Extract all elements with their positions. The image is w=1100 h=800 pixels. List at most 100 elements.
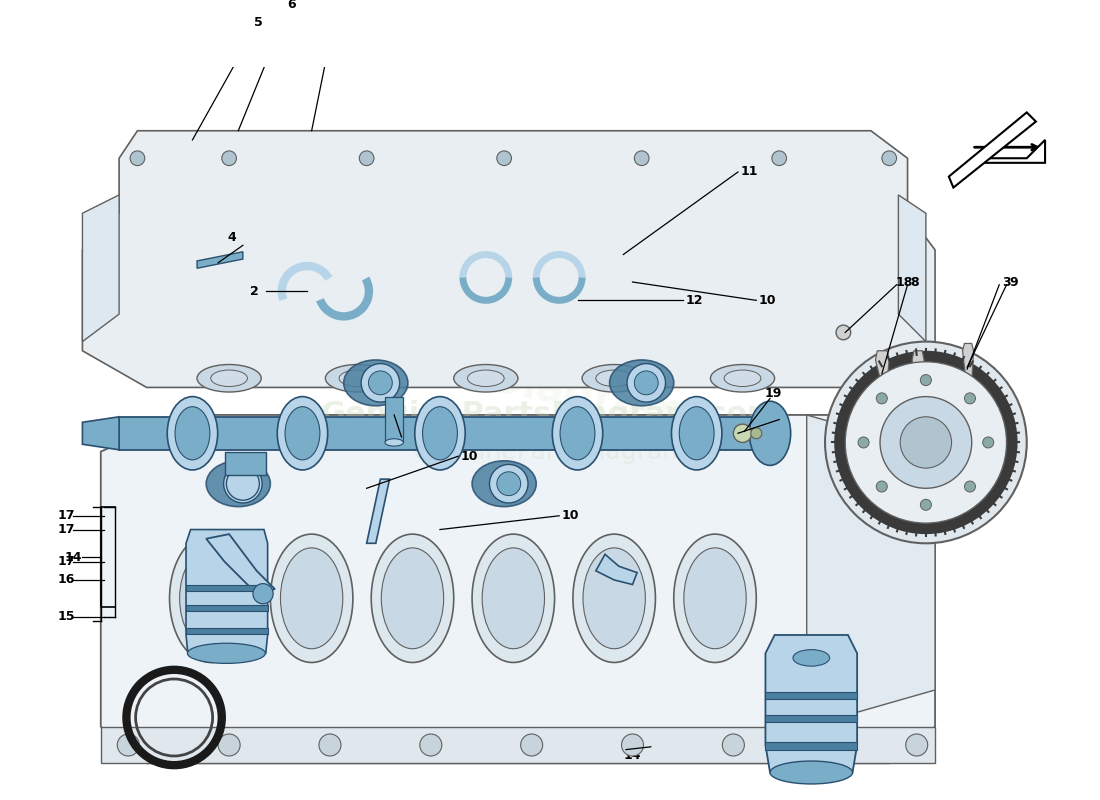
Circle shape: [877, 393, 888, 404]
Text: 3: 3: [1002, 275, 1011, 289]
Ellipse shape: [684, 548, 746, 649]
Ellipse shape: [490, 465, 528, 503]
Polygon shape: [224, 452, 266, 474]
Polygon shape: [806, 415, 935, 726]
Ellipse shape: [711, 365, 774, 392]
Polygon shape: [962, 343, 974, 383]
Text: 19: 19: [764, 387, 781, 400]
Ellipse shape: [285, 406, 320, 460]
Circle shape: [497, 151, 512, 166]
Ellipse shape: [368, 371, 393, 394]
Ellipse shape: [339, 370, 376, 386]
Circle shape: [723, 734, 745, 756]
Ellipse shape: [552, 397, 603, 470]
Text: 5: 5: [254, 16, 263, 29]
Ellipse shape: [415, 397, 465, 470]
Text: 7: 7: [337, 0, 345, 2]
Circle shape: [965, 481, 976, 492]
Text: 17: 17: [57, 523, 75, 536]
Ellipse shape: [179, 548, 242, 649]
Polygon shape: [197, 252, 243, 268]
Polygon shape: [596, 554, 637, 585]
Text: 17: 17: [57, 510, 75, 522]
Text: 14: 14: [65, 550, 82, 563]
Polygon shape: [186, 628, 267, 634]
Text: 14: 14: [624, 750, 641, 762]
Text: 10: 10: [561, 510, 579, 522]
Circle shape: [218, 734, 240, 756]
Circle shape: [982, 437, 993, 448]
Ellipse shape: [724, 370, 761, 386]
Ellipse shape: [497, 472, 520, 496]
Polygon shape: [385, 397, 404, 442]
Ellipse shape: [560, 406, 595, 460]
Circle shape: [751, 428, 762, 438]
Polygon shape: [186, 585, 267, 591]
Ellipse shape: [371, 534, 453, 662]
Ellipse shape: [206, 461, 271, 506]
Ellipse shape: [169, 534, 252, 662]
Ellipse shape: [253, 584, 273, 604]
Ellipse shape: [472, 461, 536, 506]
Circle shape: [905, 734, 927, 756]
Ellipse shape: [793, 650, 829, 666]
Polygon shape: [119, 417, 761, 450]
Polygon shape: [899, 195, 926, 342]
Text: 2: 2: [251, 285, 260, 298]
Ellipse shape: [770, 761, 853, 784]
Ellipse shape: [167, 397, 218, 470]
Circle shape: [222, 151, 236, 166]
Ellipse shape: [468, 370, 504, 386]
Circle shape: [734, 424, 751, 442]
Polygon shape: [101, 415, 935, 763]
Ellipse shape: [573, 534, 656, 662]
Ellipse shape: [472, 534, 554, 662]
Circle shape: [825, 342, 1026, 543]
Circle shape: [880, 397, 971, 488]
Circle shape: [877, 481, 888, 492]
Ellipse shape: [231, 472, 255, 496]
Text: 16: 16: [57, 574, 75, 586]
Text: 12: 12: [685, 294, 703, 307]
Text: GenuinePartsDiagram: GenuinePartsDiagram: [412, 440, 688, 464]
Ellipse shape: [277, 397, 328, 470]
Text: 11: 11: [740, 166, 758, 178]
Text: GenuinePartsDiagram: GenuinePartsDiagram: [174, 304, 689, 434]
Polygon shape: [82, 417, 119, 450]
Ellipse shape: [482, 548, 544, 649]
Polygon shape: [186, 605, 267, 611]
Polygon shape: [971, 140, 1045, 163]
Ellipse shape: [271, 534, 353, 662]
Circle shape: [118, 734, 140, 756]
Ellipse shape: [223, 465, 262, 503]
Text: 17: 17: [57, 555, 75, 568]
Polygon shape: [82, 195, 119, 342]
Ellipse shape: [749, 401, 791, 466]
Circle shape: [834, 350, 1018, 534]
Polygon shape: [949, 113, 1036, 187]
Ellipse shape: [280, 548, 343, 649]
Polygon shape: [766, 635, 857, 773]
Circle shape: [621, 734, 643, 756]
Text: 4: 4: [228, 230, 236, 243]
Ellipse shape: [609, 360, 674, 406]
Circle shape: [921, 374, 932, 386]
Circle shape: [965, 393, 976, 404]
Ellipse shape: [596, 370, 632, 386]
Polygon shape: [101, 726, 935, 763]
Text: GenuinePartsDiagram.com: GenuinePartsDiagram.com: [320, 401, 780, 430]
Text: 6: 6: [287, 0, 296, 10]
Polygon shape: [912, 350, 924, 383]
Ellipse shape: [197, 365, 261, 392]
Text: 9: 9: [1010, 275, 1019, 289]
Circle shape: [319, 734, 341, 756]
Ellipse shape: [326, 365, 389, 392]
Ellipse shape: [211, 370, 248, 386]
Text: 10: 10: [461, 450, 478, 462]
Ellipse shape: [671, 397, 722, 470]
Circle shape: [772, 151, 786, 166]
Polygon shape: [766, 714, 857, 722]
Circle shape: [360, 151, 374, 166]
Text: 18: 18: [895, 275, 913, 289]
Ellipse shape: [343, 360, 408, 406]
